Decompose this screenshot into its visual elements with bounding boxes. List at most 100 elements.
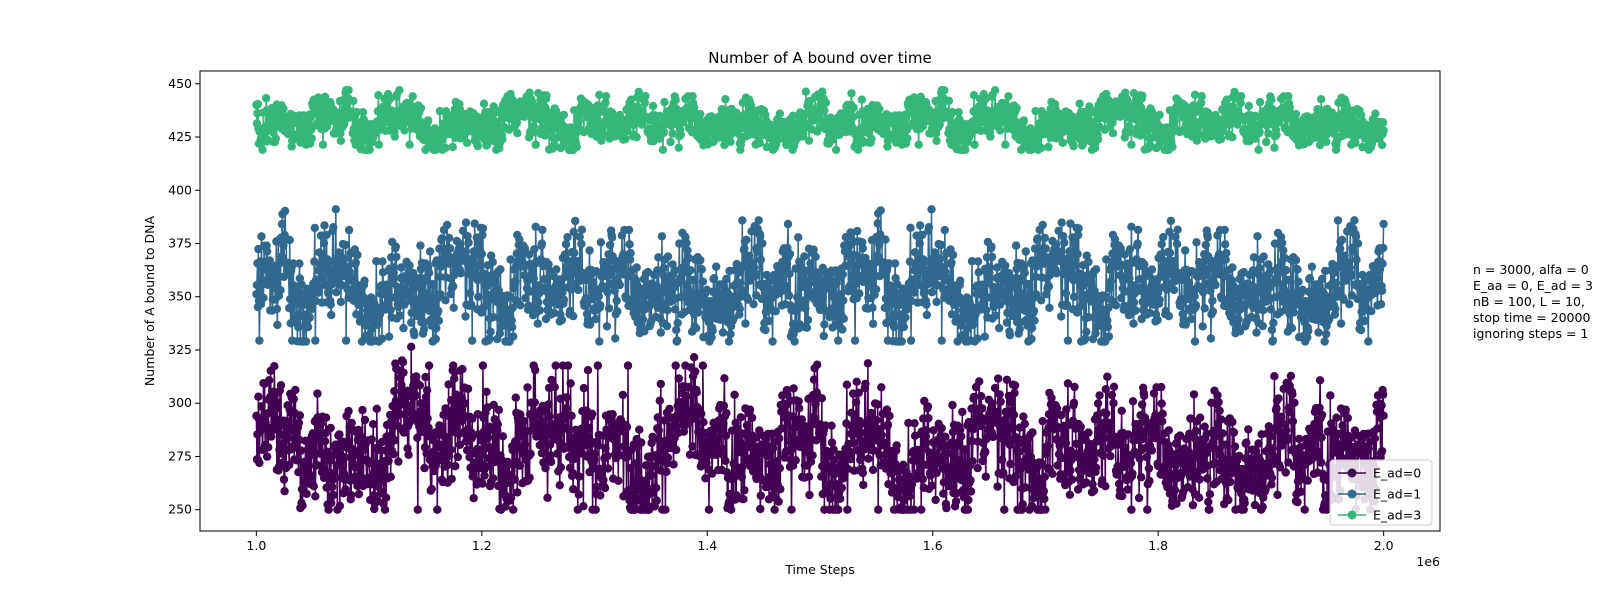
- data-point: [461, 218, 471, 227]
- data-point: [577, 225, 587, 234]
- data-point: [1104, 332, 1114, 341]
- data-point: [1253, 232, 1262, 241]
- data-point: [692, 324, 701, 333]
- data-point: [652, 496, 661, 505]
- data-point: [809, 375, 819, 384]
- data-point: [485, 334, 494, 343]
- data-point: [441, 438, 451, 447]
- data-point: [922, 426, 931, 435]
- data-point: [307, 472, 316, 482]
- data-point: [555, 481, 564, 490]
- data-point: [285, 235, 294, 245]
- data-point: [880, 438, 889, 448]
- data-point: [937, 240, 946, 250]
- data-point: [656, 379, 665, 389]
- data-point: [1206, 334, 1216, 343]
- data-point: [1198, 322, 1207, 331]
- data-point: [939, 489, 948, 498]
- data-point: [525, 473, 534, 482]
- data-point: [1226, 477, 1235, 487]
- data-point: [1093, 399, 1103, 408]
- data-point: [813, 360, 822, 369]
- data-point: [808, 451, 817, 460]
- data-point: [821, 421, 830, 430]
- data-point: [1063, 336, 1073, 345]
- data-point: [478, 224, 488, 233]
- data-point: [1002, 318, 1012, 327]
- data-point: [562, 393, 571, 402]
- data-point: [1158, 409, 1167, 418]
- data-point: [663, 252, 673, 261]
- data-point: [1326, 391, 1335, 400]
- data-point: [709, 274, 719, 283]
- data-point: [937, 442, 946, 452]
- data-point: [806, 457, 816, 466]
- data-point: [691, 367, 700, 376]
- data-point: [623, 361, 633, 370]
- data-point: [899, 496, 908, 505]
- data-point: [655, 396, 664, 405]
- data-point: [340, 254, 349, 263]
- data-point: [437, 234, 447, 243]
- data-point: [1106, 451, 1115, 461]
- data-point: [927, 288, 937, 297]
- data-point: [818, 294, 827, 303]
- data-point: [699, 418, 708, 427]
- data-point: [495, 329, 505, 338]
- data-point: [654, 426, 663, 435]
- data-point: [915, 239, 924, 248]
- data-point: [1169, 285, 1179, 295]
- data-point: [1158, 417, 1167, 426]
- data-point: [322, 230, 331, 240]
- data-point: [720, 374, 729, 383]
- data-point: [429, 450, 438, 459]
- data-point: [738, 463, 747, 472]
- data-point: [612, 296, 621, 305]
- data-point: [1315, 376, 1325, 385]
- data-point: [803, 315, 813, 325]
- data-point: [1308, 438, 1318, 448]
- data-point: [909, 505, 919, 514]
- data-point: [1275, 463, 1285, 472]
- data-point: [332, 288, 341, 297]
- data-point: [1220, 225, 1229, 235]
- data-point: [434, 316, 444, 325]
- data-point: [952, 438, 962, 448]
- data-point: [987, 252, 997, 262]
- data-point: [1143, 505, 1152, 514]
- data-point: [625, 496, 634, 505]
- data-point: [1213, 391, 1222, 400]
- data-point: [546, 451, 555, 460]
- data-point: [451, 462, 460, 471]
- data-point: [289, 259, 298, 268]
- data-point: [967, 436, 977, 446]
- data-point: [883, 420, 893, 429]
- data-point: [1142, 452, 1152, 462]
- data-point: [295, 435, 304, 445]
- series-layer: [252, 86, 1388, 514]
- data-point: [1343, 413, 1353, 423]
- data-point: [1172, 499, 1181, 508]
- data-point: [1312, 428, 1321, 437]
- data-point: [1244, 425, 1253, 434]
- data-point: [916, 221, 925, 230]
- data-point: [981, 447, 990, 457]
- data-point: [1074, 224, 1083, 233]
- data-point: [1168, 492, 1178, 502]
- data-point: [1242, 438, 1251, 447]
- data-point: [1101, 482, 1110, 491]
- data-point: [443, 460, 453, 469]
- data-point: [324, 505, 333, 514]
- data-point: [481, 462, 491, 471]
- data-point: [591, 314, 600, 324]
- data-point: [574, 490, 583, 499]
- data-point: [1331, 304, 1340, 313]
- data-point: [511, 277, 520, 286]
- data-point: [1208, 296, 1217, 305]
- data-point: [987, 242, 996, 251]
- data-point: [871, 285, 881, 294]
- data-point: [1270, 372, 1279, 381]
- data-point: [585, 246, 594, 255]
- data-point: [958, 486, 967, 495]
- data-point: [698, 361, 708, 370]
